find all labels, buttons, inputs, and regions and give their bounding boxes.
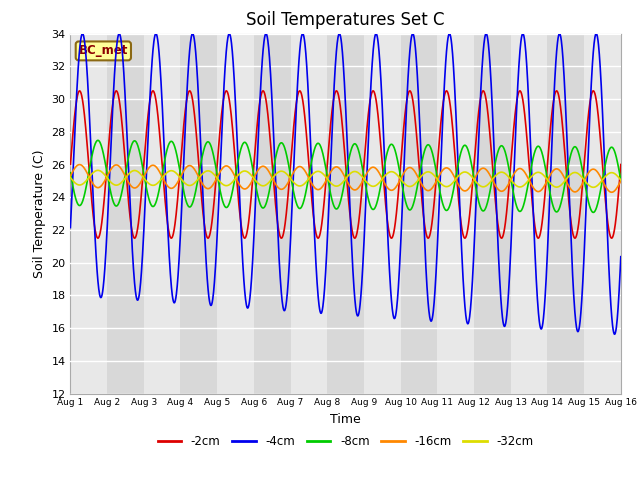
Y-axis label: Soil Temperature (C): Soil Temperature (C): [33, 149, 45, 278]
Bar: [327, 34, 364, 394]
X-axis label: Time: Time: [330, 413, 361, 426]
Legend: -2cm, -4cm, -8cm, -16cm, -32cm: -2cm, -4cm, -8cm, -16cm, -32cm: [153, 430, 538, 453]
Bar: [547, 34, 584, 394]
Bar: [621, 34, 640, 394]
Bar: [107, 34, 144, 394]
Bar: [364, 34, 401, 394]
Bar: [584, 34, 621, 394]
Bar: [474, 34, 511, 394]
Bar: [144, 34, 180, 394]
Bar: [254, 34, 291, 394]
Bar: [217, 34, 254, 394]
Title: Soil Temperatures Set C: Soil Temperatures Set C: [246, 11, 445, 29]
Bar: [180, 34, 217, 394]
Bar: [437, 34, 474, 394]
Bar: [291, 34, 327, 394]
Bar: [401, 34, 437, 394]
Bar: [70, 34, 107, 394]
Text: BC_met: BC_met: [79, 44, 128, 58]
Bar: [511, 34, 547, 394]
